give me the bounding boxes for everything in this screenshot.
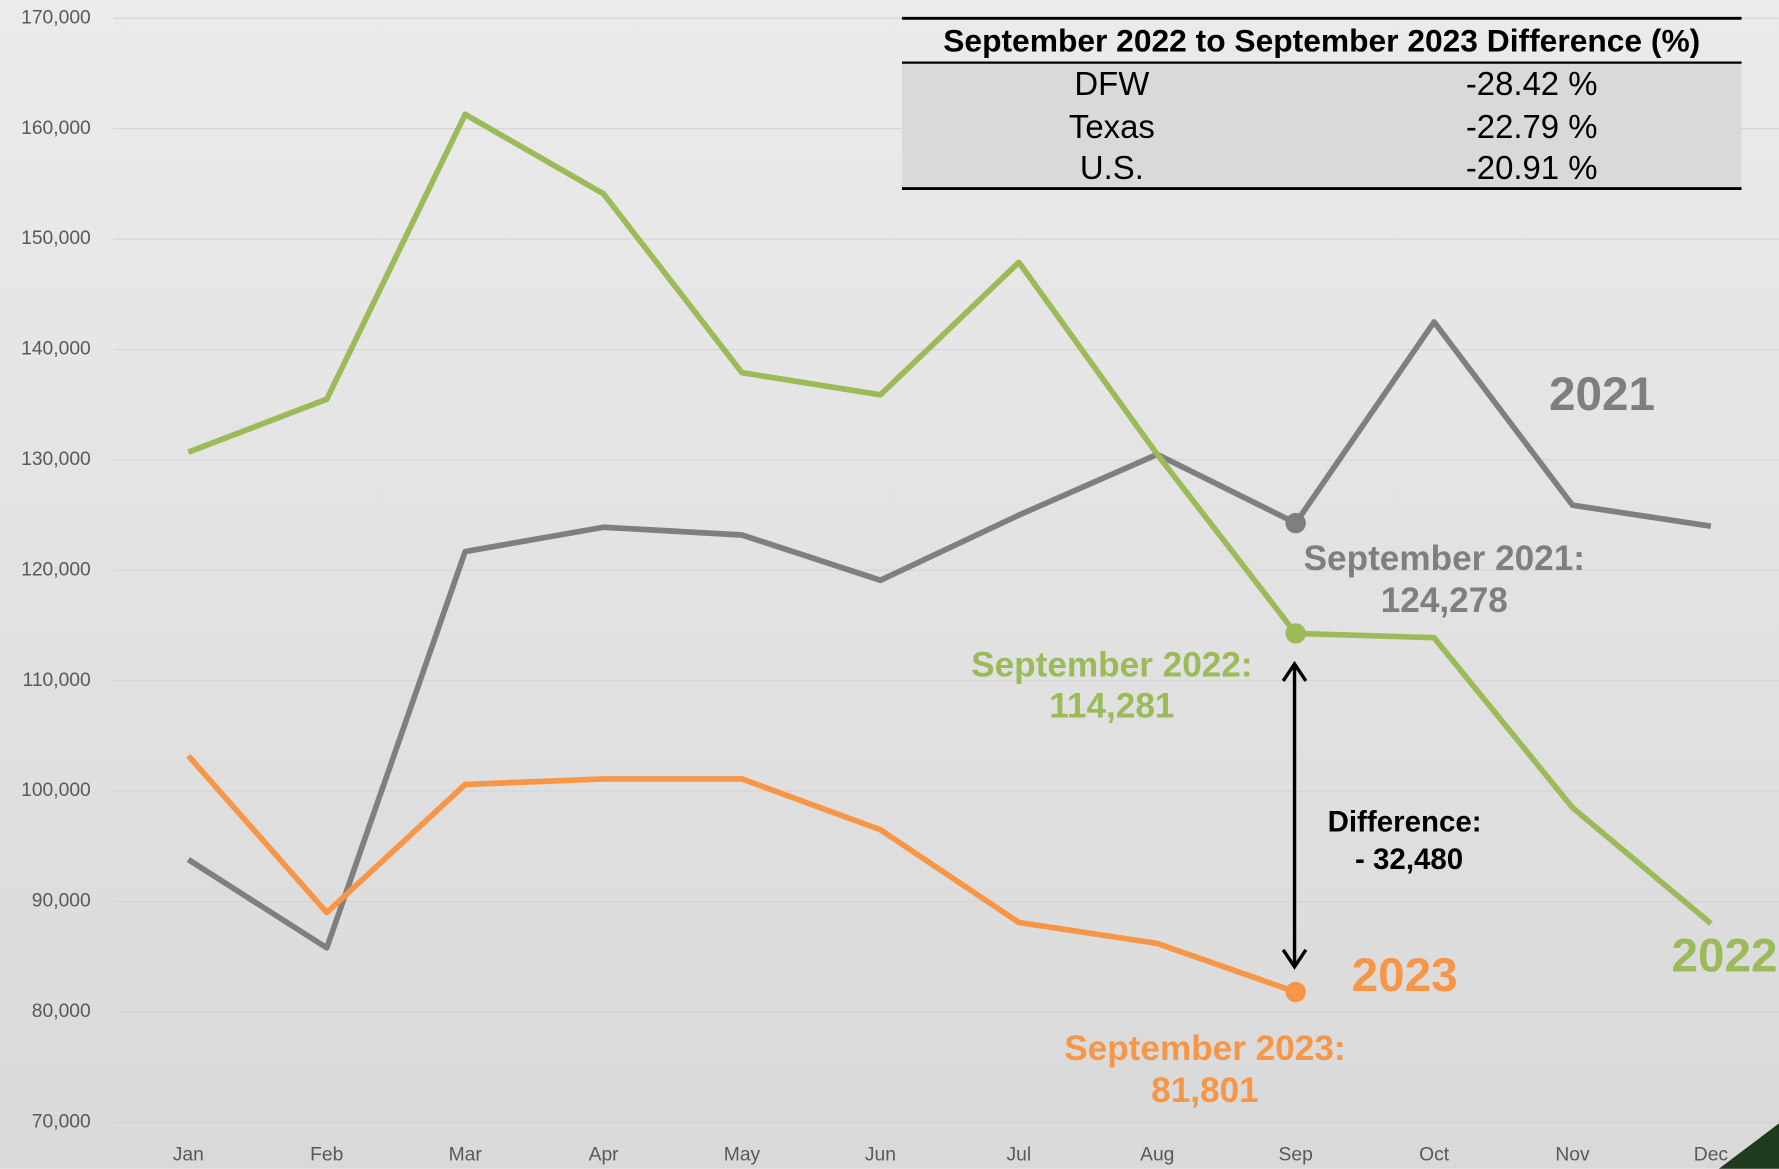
y-tick-label: 150,000 bbox=[21, 228, 91, 249]
highlight-point bbox=[1285, 623, 1306, 644]
y-tick-label: 140,000 bbox=[21, 339, 91, 360]
x-tick-label: Feb bbox=[310, 1144, 343, 1165]
y-tick-label: 130,000 bbox=[21, 449, 91, 470]
annotation: September 2023: bbox=[1064, 1029, 1345, 1068]
series-line bbox=[187, 111, 1713, 926]
annotation: September 2021: bbox=[1304, 539, 1585, 578]
arrow-head bbox=[1281, 660, 1308, 682]
y-tick-label: 110,000 bbox=[23, 670, 91, 691]
series-label: 2021 bbox=[1549, 368, 1655, 421]
x-tick-label: Jun bbox=[865, 1144, 896, 1165]
annotation: September 2022: bbox=[971, 646, 1252, 685]
x-tick-label: Jul bbox=[1007, 1144, 1032, 1165]
table-body bbox=[901, 62, 1742, 189]
series-line bbox=[186, 319, 1712, 951]
x-tick-label: May bbox=[724, 1144, 761, 1165]
table-cell: Texas bbox=[1069, 108, 1155, 145]
annotation: Difference: bbox=[1328, 806, 1482, 839]
highlight-point bbox=[1285, 981, 1306, 1003]
table-cell: U.S. bbox=[1080, 149, 1144, 186]
x-tick-label: Nov bbox=[1555, 1144, 1590, 1165]
y-tick-label: 170,000 bbox=[21, 7, 91, 28]
table-cell: -20.91 % bbox=[1466, 149, 1598, 186]
y-tick-label: 120,000 bbox=[21, 559, 91, 580]
x-tick-label: Sep bbox=[1279, 1144, 1313, 1165]
series-label: 2022 bbox=[1672, 930, 1778, 983]
x-tick-label: Apr bbox=[589, 1144, 620, 1165]
value-label: 114,281 bbox=[1049, 686, 1174, 725]
value-label: 124,278 bbox=[1381, 581, 1508, 620]
x-tick-label: Mar bbox=[449, 1144, 483, 1165]
table-cell: -28.42 % bbox=[1466, 65, 1598, 102]
y-tick-label: 80,000 bbox=[32, 1001, 91, 1022]
y-tick-label: 160,000 bbox=[21, 118, 91, 139]
x-tick-label: Aug bbox=[1140, 1144, 1174, 1165]
table-header: September 2022 to September 2023 Differe… bbox=[943, 23, 1700, 59]
arrow-head bbox=[1281, 948, 1308, 970]
highlight-point bbox=[1285, 512, 1306, 534]
x-tick-label: Jan bbox=[173, 1144, 204, 1165]
annotation: - 32,480 bbox=[1355, 843, 1463, 876]
x-tick-label: Dec bbox=[1694, 1144, 1729, 1165]
y-tick-label: 90,000 bbox=[32, 891, 91, 912]
value-label: 81,801 bbox=[1151, 1071, 1259, 1110]
table-cell: DFW bbox=[1074, 65, 1149, 102]
y-tick-label: 70,000 bbox=[32, 1111, 91, 1132]
series-label: 2023 bbox=[1352, 949, 1458, 1002]
x-tick-label: Oct bbox=[1419, 1144, 1450, 1165]
y-tick-label: 100,000 bbox=[21, 780, 91, 801]
series-line bbox=[186, 753, 1297, 995]
table-cell: -22.79 % bbox=[1466, 108, 1598, 145]
